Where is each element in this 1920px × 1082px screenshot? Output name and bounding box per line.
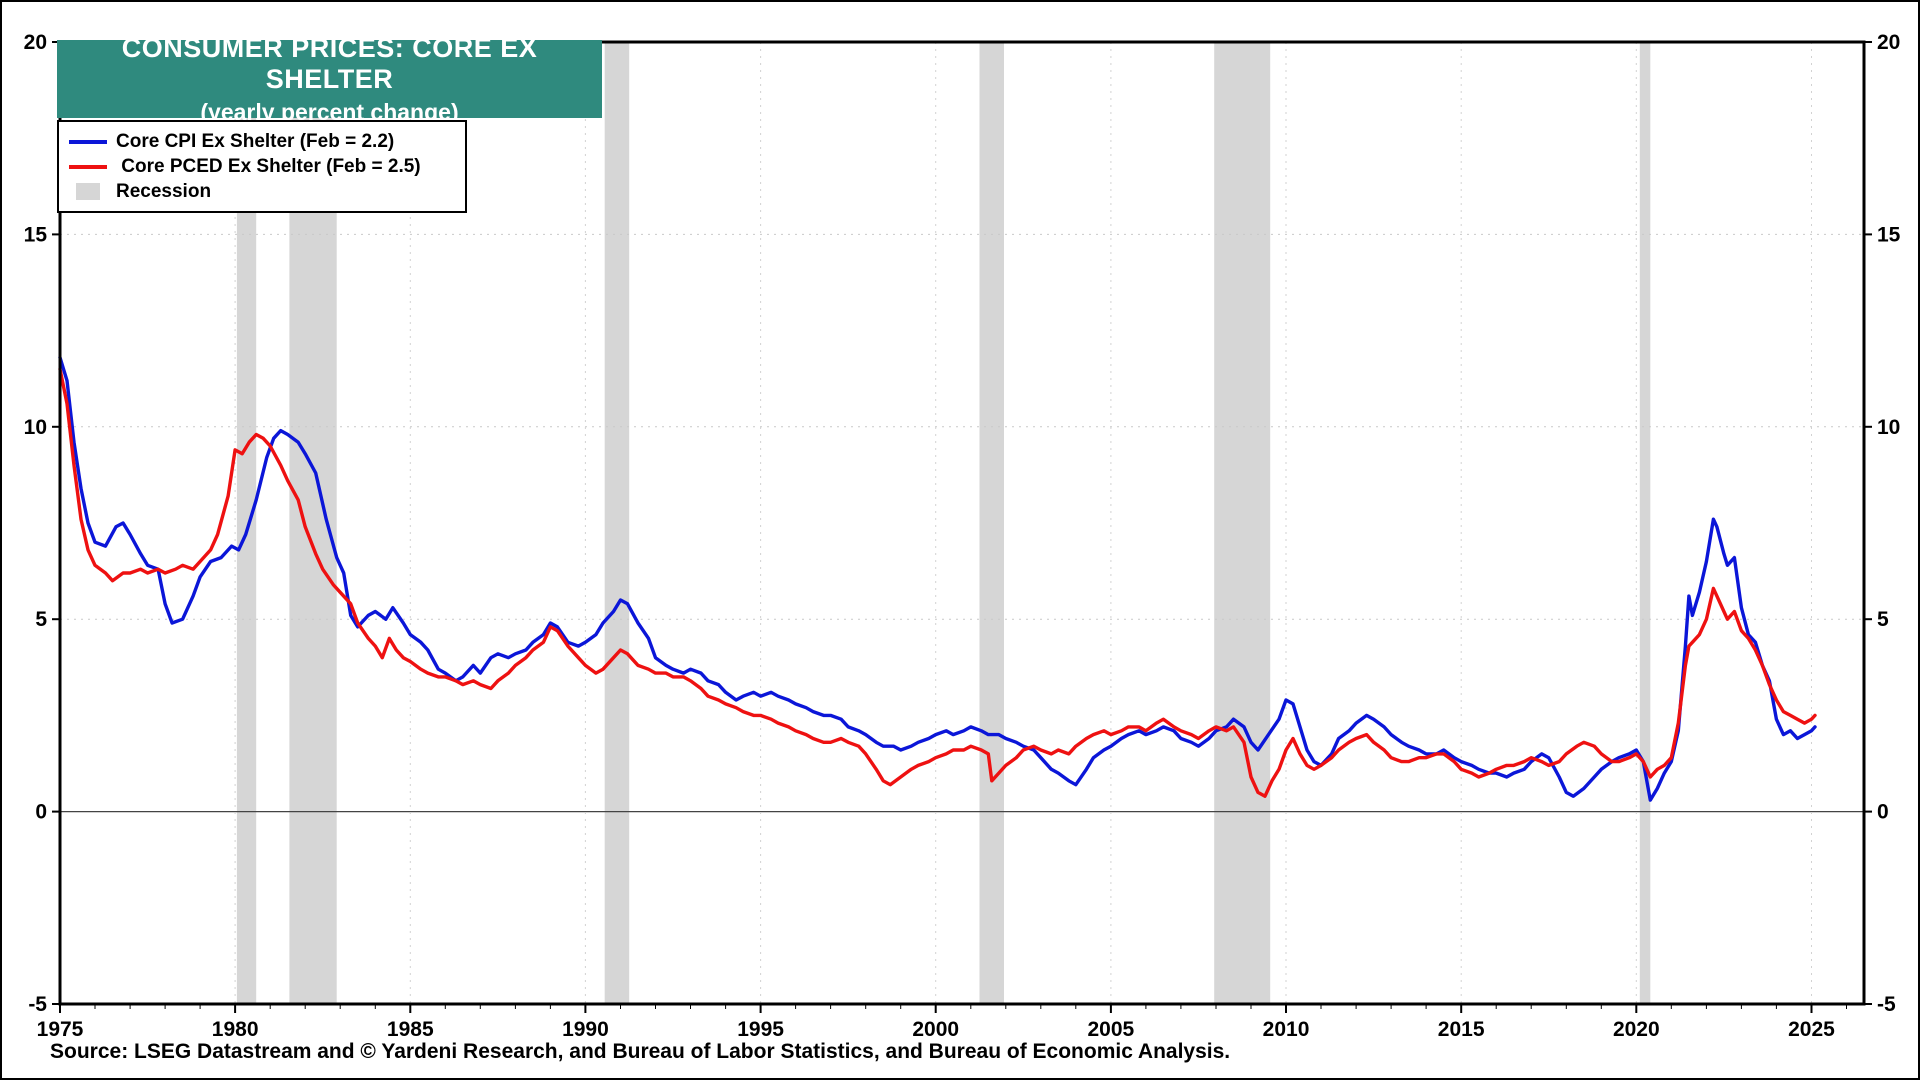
- y-axis-label-right: 5: [1877, 608, 1889, 631]
- x-axis-label: 2005: [1088, 1018, 1135, 1041]
- x-axis-label: 2000: [912, 1018, 959, 1041]
- chart-legend: Core CPI Ex Shelter (Feb = 2.2) Core PCE…: [57, 120, 467, 213]
- chart-title: CONSUMER PRICES: CORE EX SHELTER: [121, 32, 538, 94]
- legend-label-recession: Recession: [116, 180, 212, 202]
- y-axis-label-left: -5: [28, 993, 47, 1016]
- legend-label-core-pced: Core PCED Ex Shelter (Feb = 2.5): [116, 155, 421, 177]
- x-axis-label: 1990: [562, 1018, 609, 1041]
- x-axis-label: 2010: [1263, 1018, 1310, 1041]
- y-axis-label-right: 15: [1877, 223, 1901, 246]
- legend-item-core-cpi: Core CPI Ex Shelter (Feb = 2.2): [69, 129, 455, 154]
- x-axis-label: 1995: [737, 1018, 784, 1041]
- plot-frame: [58, 40, 1866, 1006]
- x-axis-label: 2020: [1613, 1018, 1660, 1041]
- y-axis-label-right: 10: [1877, 416, 1900, 439]
- y-axis-label-left: 5: [35, 608, 47, 631]
- legend-band-swatch-recession: [76, 183, 100, 200]
- y-axis-label-left: 0: [35, 801, 47, 824]
- x-axis-label: 1980: [212, 1018, 259, 1041]
- chart-title-box: CONSUMER PRICES: CORE EX SHELTER (yearly…: [57, 33, 602, 125]
- x-axis-label: 2025: [1788, 1018, 1835, 1041]
- recession-band: [979, 42, 1004, 1004]
- legend-item-recession: Recession: [69, 179, 455, 204]
- y-axis-label-right: -5: [1877, 993, 1896, 1016]
- y-axis-label-left: 15: [24, 223, 48, 246]
- recession-band: [1639, 42, 1651, 1004]
- y-axis-label-right: 20: [1877, 31, 1900, 54]
- x-axis-label: 2015: [1438, 1018, 1485, 1041]
- series-line-1: [58, 367, 1817, 798]
- legend-item-core-pced: Core PCED Ex Shelter (Feb = 2.5): [69, 154, 455, 179]
- legend-label-core-cpi: Core CPI Ex Shelter (Feb = 2.2): [116, 130, 395, 152]
- x-axis-label: 1975: [37, 1018, 84, 1041]
- series-line-0: [58, 355, 1817, 802]
- legend-line-swatch-core-pced: [69, 164, 107, 169]
- recession-band: [604, 42, 630, 1004]
- x-axis-label: 1985: [387, 1018, 434, 1041]
- y-axis-label-left: 10: [24, 416, 47, 439]
- legend-line-swatch-core-cpi: [69, 139, 107, 144]
- y-axis-label-right: 0: [1877, 801, 1889, 824]
- recession-band: [236, 42, 257, 1004]
- y-axis-label-left: 20: [24, 31, 47, 54]
- source-note: Source: LSEG Datastream and © Yardeni Re…: [50, 1040, 1231, 1063]
- recession-band: [1214, 42, 1271, 1004]
